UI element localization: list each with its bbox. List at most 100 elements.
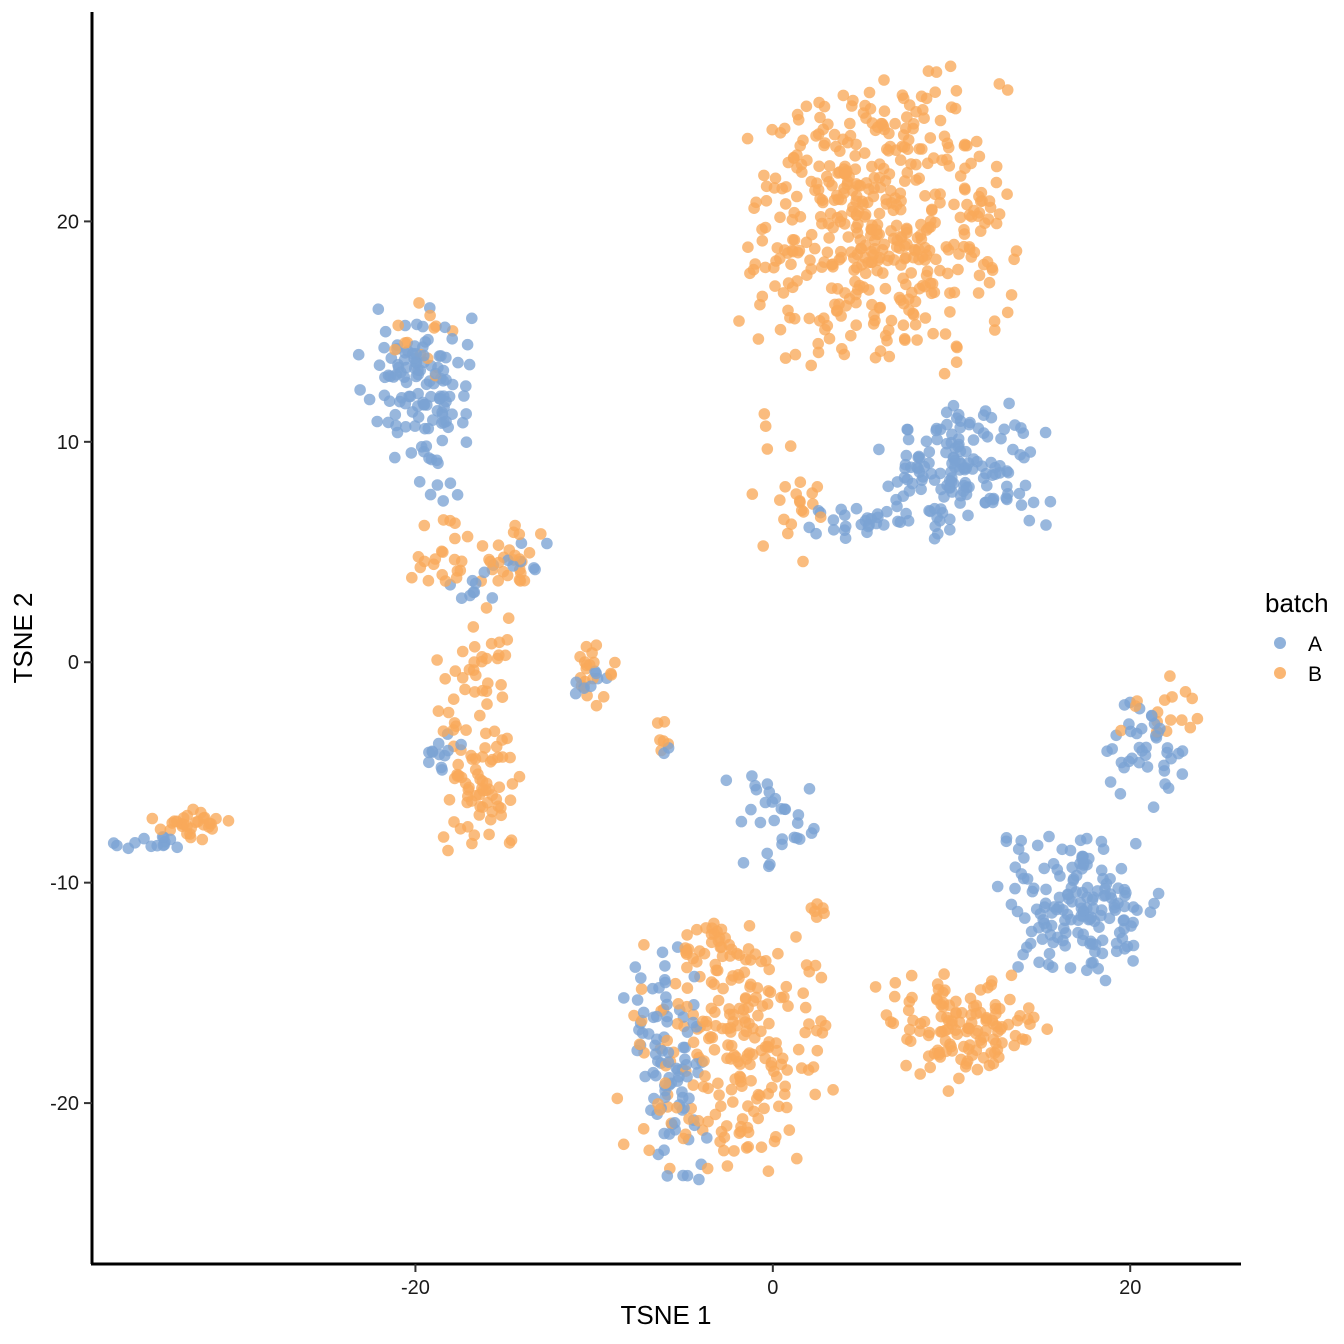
scatter-point-batch-A: [649, 1039, 661, 1052]
scatter-point-batch-A: [967, 434, 980, 446]
scatter-point-batch-B: [958, 1040, 970, 1053]
scatter-point-batch-B: [509, 549, 521, 562]
scatter-point-batch-B: [449, 665, 462, 677]
scatter-point-batch-B: [727, 1096, 739, 1108]
scatter-point-batch-A: [569, 687, 582, 700]
scatter-point-batch-A: [931, 433, 943, 446]
scatter-point-batch-A: [1009, 861, 1022, 873]
y-tick-label: 10: [57, 432, 79, 454]
scatter-point-batch-A: [1118, 699, 1131, 711]
scatter-point-batch-B: [882, 324, 895, 337]
scatter-point-batch-B: [712, 994, 725, 1007]
scatter-point-batch-B: [975, 186, 988, 199]
scatter-point-batch-B: [851, 248, 864, 261]
scatter-point-batch-B: [879, 175, 892, 187]
scatter-point-batch-B: [824, 207, 837, 220]
scatter-point-batch-A: [629, 961, 642, 973]
scatter-point-batch-A: [1095, 904, 1108, 916]
scatter-point-batch-B: [918, 1015, 931, 1028]
scatter-point-batch-B: [789, 348, 802, 361]
scatter-point-batch-B: [845, 329, 857, 342]
scatter-point-batch-B: [778, 991, 790, 1003]
scatter-point-batch-B: [698, 1055, 710, 1067]
scatter-point-batch-B: [782, 1000, 794, 1012]
scatter-point-batch-B: [811, 1044, 824, 1057]
scatter-point-batch-B: [942, 1015, 955, 1027]
scatter-point-batch-A: [1013, 487, 1026, 500]
scatter-point-batch-B: [800, 236, 813, 249]
scatter-point-batch-A: [1025, 925, 1038, 938]
scatter-point-batch-A: [1120, 886, 1132, 899]
scatter-point-batch-A: [1060, 927, 1072, 939]
scatter-point-batch-B: [761, 443, 774, 455]
scatter-point-batch-A: [1017, 872, 1030, 885]
scatter-point-batch-B: [842, 136, 854, 149]
scatter-point-batch-B: [746, 488, 759, 500]
scatter-point-batch-B: [983, 276, 996, 289]
scatter-point-batch-A: [881, 505, 893, 518]
scatter-point-batch-B: [480, 777, 493, 790]
scatter-point-batch-B: [708, 917, 720, 930]
scatter-point-batch-B: [990, 160, 1003, 173]
scatter-point-batch-B: [480, 727, 492, 740]
scatter-point-batch-B: [716, 950, 729, 963]
legend-key-B: [1274, 667, 1286, 679]
legend-label-A: A: [1308, 633, 1322, 656]
scatter-point-batch-B: [923, 1026, 936, 1039]
scatter-point-batch-B: [154, 823, 167, 836]
scatter-point-batch-B: [755, 1141, 768, 1153]
scatter-point-batch-B: [790, 931, 802, 943]
scatter-point-batch-B: [1023, 1002, 1035, 1014]
scatter-point-batch-B: [974, 225, 987, 237]
scatter-point-batch-B: [733, 1127, 746, 1139]
scatter-point-batch-B: [882, 145, 895, 157]
scatter-point-batch-A: [964, 416, 976, 429]
scatter-point-batch-B: [941, 267, 954, 280]
scatter-point-batch-B: [914, 1068, 926, 1080]
scatter-point-batch-B: [448, 816, 460, 828]
scatter-point-batch-B: [738, 1029, 750, 1041]
scatter-point-batch-B: [878, 105, 891, 117]
scatter-point-batch-B: [827, 221, 839, 234]
scatter-point-batch-B: [714, 941, 727, 954]
scatter-point-batch-A: [129, 837, 141, 849]
scatter-point-batch-A: [1097, 872, 1109, 885]
scatter-point-batch-B: [733, 1002, 746, 1015]
scatter-point-batch-B: [406, 571, 418, 584]
scatter-point-batch-B: [708, 1044, 721, 1056]
scatter-point-batch-B: [392, 319, 405, 332]
scatter-point-batch-A: [1026, 885, 1039, 898]
scatter-point-batch-A: [954, 421, 966, 434]
scatter-point-batch-B: [897, 319, 910, 332]
scatter-point-batch-A: [850, 502, 863, 515]
scatter-point-batch-B: [791, 190, 803, 203]
scatter-point-batch-B: [920, 92, 933, 105]
scatter-point-batch-B: [785, 258, 797, 271]
scatter-point-batch-B: [893, 291, 906, 304]
scatter-point-batch-B: [851, 227, 864, 239]
scatter-point-batch-A: [661, 998, 673, 1011]
scatter-point-batch-B: [456, 645, 469, 658]
scatter-point-batch-B: [680, 946, 692, 959]
scatter-point-batch-A: [673, 1071, 685, 1083]
scatter-point-batch-A: [460, 436, 473, 449]
scatter-point-batch-A: [985, 456, 997, 469]
scatter-point-batch-A: [507, 560, 519, 572]
scatter-point-batch-A: [1001, 480, 1013, 493]
scatter-point-batch-B: [813, 160, 825, 173]
scatter-point-batch-B: [860, 112, 872, 124]
scatter-point-batch-B: [1011, 1014, 1024, 1027]
scatter-point-batch-B: [432, 705, 445, 717]
scatter-point-batch-B: [523, 547, 536, 559]
scatter-point-batch-A: [1064, 844, 1077, 857]
scatter-point-batch-B: [597, 691, 610, 703]
scatter-point-batch-A: [1065, 913, 1077, 926]
scatter-point-batch-A: [981, 431, 994, 443]
scatter-point-batch-B: [1191, 712, 1204, 725]
scatter-point-batch-B: [775, 1058, 788, 1071]
scatter-point-batch-B: [741, 1121, 754, 1134]
scatter-point-batch-A: [399, 421, 412, 433]
scatter-point-batch-A: [1019, 479, 1032, 492]
scatter-point-batch-A: [962, 509, 974, 522]
scatter-point-batch-B: [842, 231, 855, 243]
